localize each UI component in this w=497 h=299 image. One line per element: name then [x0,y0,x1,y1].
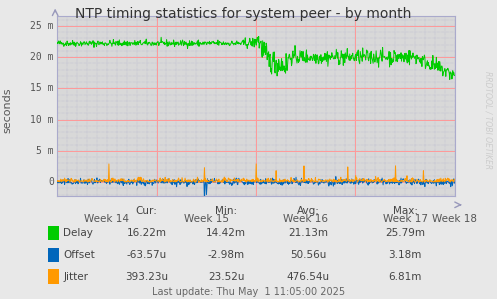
Text: 16.22m: 16.22m [127,228,166,238]
Text: Week 17: Week 17 [383,214,427,224]
Text: Week 18: Week 18 [432,214,477,224]
Text: Week 16: Week 16 [283,214,328,224]
Text: -63.57u: -63.57u [127,250,166,260]
Text: RRDTOOL / TOBI OETIKER: RRDTOOL / TOBI OETIKER [484,71,493,169]
Text: Jitter: Jitter [63,271,88,282]
Text: Week 14: Week 14 [84,214,129,224]
Text: 23.52u: 23.52u [208,271,245,282]
Text: 3.18m: 3.18m [388,250,422,260]
Text: 25 m: 25 m [30,21,54,31]
Text: 10 m: 10 m [30,115,54,125]
Text: 0: 0 [48,177,54,187]
Text: Last update: Thu May  1 11:05:00 2025: Last update: Thu May 1 11:05:00 2025 [152,286,345,297]
Text: seconds: seconds [2,88,12,133]
Text: 5 m: 5 m [36,146,54,156]
Text: Min:: Min: [215,206,237,216]
Text: Week 15: Week 15 [184,214,229,224]
Text: 15 m: 15 m [30,83,54,93]
Text: 476.54u: 476.54u [287,271,330,282]
Text: 25.79m: 25.79m [385,228,425,238]
Text: 393.23u: 393.23u [125,271,168,282]
Text: -2.98m: -2.98m [208,250,245,260]
Text: Cur:: Cur: [136,206,158,216]
Text: 50.56u: 50.56u [290,250,327,260]
Text: 6.81m: 6.81m [388,271,422,282]
Text: Delay: Delay [63,228,93,238]
Text: Avg:: Avg: [297,206,320,216]
Text: Max:: Max: [393,206,417,216]
Text: 20 m: 20 m [30,52,54,62]
Text: NTP timing statistics for system peer - by month: NTP timing statistics for system peer - … [76,7,412,22]
Text: 14.42m: 14.42m [206,228,246,238]
Text: Offset: Offset [63,250,95,260]
Text: 21.13m: 21.13m [288,228,328,238]
